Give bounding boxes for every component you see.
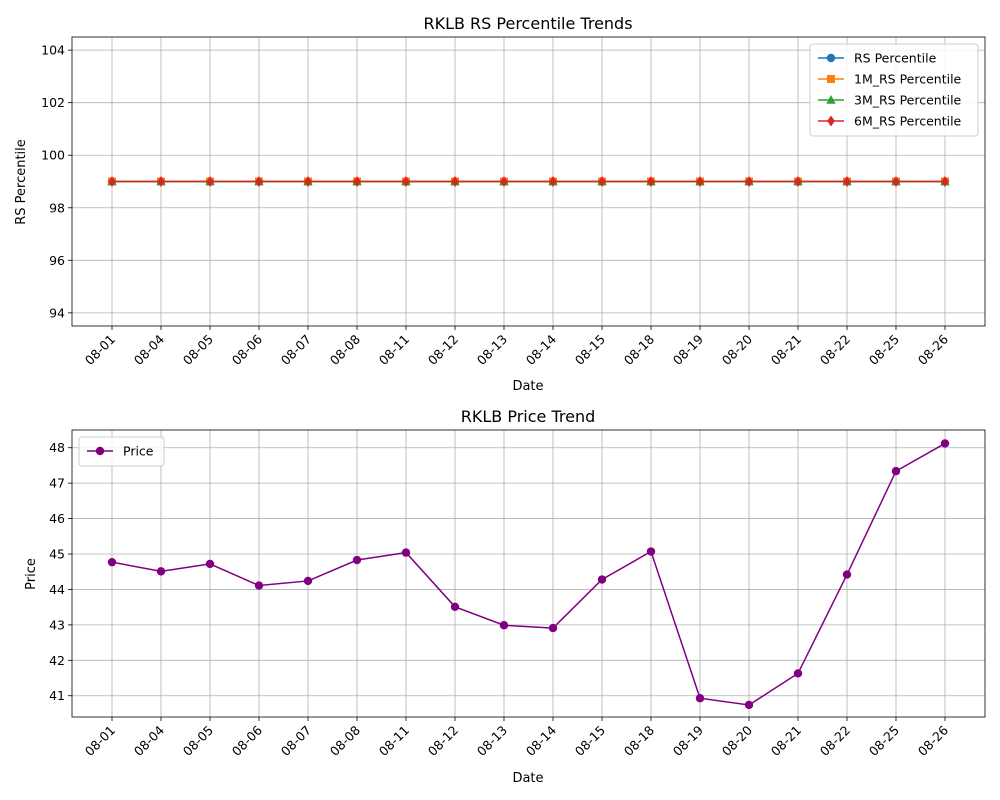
legend-item: 1M_RS Percentile bbox=[818, 72, 962, 87]
legend-box bbox=[78, 436, 165, 467]
data-point bbox=[451, 176, 459, 187]
data-point bbox=[450, 602, 460, 612]
y-tick-label: 96 bbox=[49, 253, 65, 268]
y-tick-label: 46 bbox=[49, 511, 65, 526]
data-point bbox=[843, 176, 851, 187]
x-axis-label: Date bbox=[512, 379, 543, 394]
legend-label: 3M_RS Percentile bbox=[854, 93, 962, 108]
data-point bbox=[254, 581, 264, 590]
y-tick-label: 42 bbox=[49, 653, 65, 668]
data-point bbox=[156, 567, 166, 576]
legend: RS Percentile 1M_RS Percentile 3M_RS Perce… bbox=[809, 43, 979, 137]
data-point bbox=[892, 176, 900, 187]
y-tick-label: 94 bbox=[49, 305, 65, 320]
y-tick-label: 100 bbox=[41, 148, 65, 163]
plot-frame bbox=[71, 429, 986, 718]
legend-label: 1M_RS Percentile bbox=[854, 72, 962, 87]
data-point bbox=[842, 570, 852, 579]
data-point bbox=[695, 694, 705, 703]
data-point bbox=[304, 176, 312, 187]
data-point bbox=[891, 466, 901, 476]
chart-title: RKLB Price Trend bbox=[461, 407, 596, 426]
series-0 bbox=[107, 439, 950, 710]
legend-item: 3M_RS Percentile bbox=[818, 93, 962, 108]
legend-marker bbox=[95, 446, 105, 456]
series-line bbox=[111, 442, 946, 706]
legend-item: Price bbox=[87, 444, 154, 459]
chart-title: RKLB RS Percentile Trends bbox=[423, 14, 632, 33]
plot-frame bbox=[71, 36, 986, 327]
legend-box bbox=[809, 43, 979, 137]
series-3 bbox=[108, 176, 949, 187]
data-point bbox=[352, 555, 362, 565]
data-point bbox=[205, 559, 215, 569]
y-tick-label: 102 bbox=[41, 95, 65, 110]
legend-label: Price bbox=[123, 444, 154, 459]
data-point bbox=[549, 176, 557, 187]
legend-marker bbox=[827, 75, 835, 83]
data-point bbox=[696, 176, 704, 187]
legend-marker bbox=[826, 95, 836, 104]
y-tick-label: 45 bbox=[49, 547, 65, 562]
data-point bbox=[745, 176, 753, 187]
data-point bbox=[598, 176, 606, 187]
legend-item: RS Percentile bbox=[818, 51, 937, 66]
series-layer bbox=[107, 176, 950, 187]
data-point bbox=[401, 548, 411, 557]
data-point bbox=[744, 700, 754, 710]
legend-label: 6M_RS Percentile bbox=[854, 114, 962, 129]
y-tick-label: 47 bbox=[49, 476, 65, 491]
data-point bbox=[157, 176, 165, 187]
y-tick-label: 104 bbox=[41, 43, 65, 58]
data-point bbox=[499, 621, 509, 630]
y-tick-label: 44 bbox=[49, 582, 65, 597]
legend-marker bbox=[826, 53, 836, 63]
y-tick-label: 48 bbox=[49, 440, 65, 455]
data-point bbox=[353, 176, 361, 187]
data-point bbox=[206, 176, 214, 187]
y-tick-label: 43 bbox=[49, 617, 65, 632]
data-point bbox=[108, 176, 116, 187]
data-point bbox=[597, 575, 607, 584]
grid bbox=[72, 430, 985, 717]
data-point bbox=[647, 176, 655, 187]
data-point bbox=[500, 176, 508, 187]
series-layer bbox=[107, 439, 950, 710]
legend-item: 6M_RS Percentile bbox=[818, 114, 962, 129]
y-tick-label: 41 bbox=[49, 688, 65, 703]
data-point bbox=[646, 547, 656, 556]
y-tick-label: 98 bbox=[49, 200, 65, 215]
data-point bbox=[794, 176, 802, 187]
y-axis-label: RS Percentile bbox=[14, 139, 29, 225]
x-axis-label: Date bbox=[512, 771, 543, 786]
legend-marker bbox=[827, 115, 835, 127]
data-point bbox=[548, 623, 558, 633]
y-axis-label: Price bbox=[24, 558, 39, 590]
legend-label: RS Percentile bbox=[854, 51, 937, 66]
data-point bbox=[255, 176, 263, 187]
data-point bbox=[303, 576, 313, 586]
data-point bbox=[940, 439, 950, 448]
data-point bbox=[402, 176, 410, 187]
data-point bbox=[941, 176, 949, 187]
data-point bbox=[107, 557, 117, 567]
legend: Price bbox=[78, 436, 165, 467]
data-point bbox=[793, 669, 803, 678]
